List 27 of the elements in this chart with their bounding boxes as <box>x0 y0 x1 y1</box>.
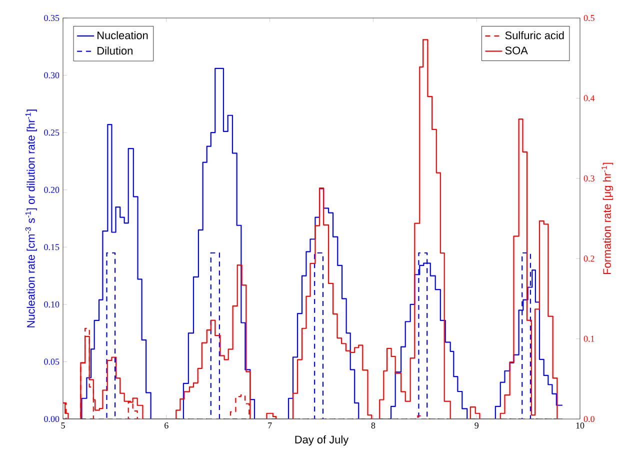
legend-label: SOA <box>505 46 528 54</box>
x-tick-label: 5 <box>61 422 65 428</box>
y2-tick-label: 0.3 <box>584 175 594 182</box>
y-tick-label: 0.15 <box>44 244 60 250</box>
x-tick-label: 6 <box>164 422 168 429</box>
x-tick-label: 7 <box>268 422 272 428</box>
y-tick-label: 0.20 <box>44 186 60 193</box>
y2-tick-label: 0.4 <box>584 95 595 102</box>
y2-tick-label: 0.0 <box>584 416 594 422</box>
x-axis-title: Day of July <box>295 435 349 446</box>
x-tick-label: 9 <box>474 422 478 429</box>
y-tick-label: 0.10 <box>44 301 60 308</box>
y-tick-label: 0.35 <box>44 14 60 22</box>
y2-tick-label: 0.5 <box>584 14 594 22</box>
x-tick-label: 8 <box>371 422 376 429</box>
y-tick-label: 0.05 <box>44 358 60 365</box>
y-tick-label: 0.25 <box>44 130 60 136</box>
y-tick-label: 0.00 <box>44 416 60 422</box>
legend-label: Dilution <box>98 46 132 55</box>
y-axis-title: Nucleation rate [cm$^{-3}$ s$^{-1}$] or dilution rate [hr$^{-1}$] <box>25 110 37 328</box>
x-tick-label: 10 <box>576 422 584 429</box>
y2-axis-title: Formation rate [μg hr$^{-1}$] <box>602 162 614 274</box>
legend-label: Sulfuric acid <box>505 31 564 40</box>
y-tick-label: 0.30 <box>44 72 60 78</box>
y2-tick-label: 0.2 <box>584 256 594 262</box>
legend-label: Nucleation <box>98 31 148 40</box>
y2-tick-label: 0.1 <box>584 336 594 342</box>
